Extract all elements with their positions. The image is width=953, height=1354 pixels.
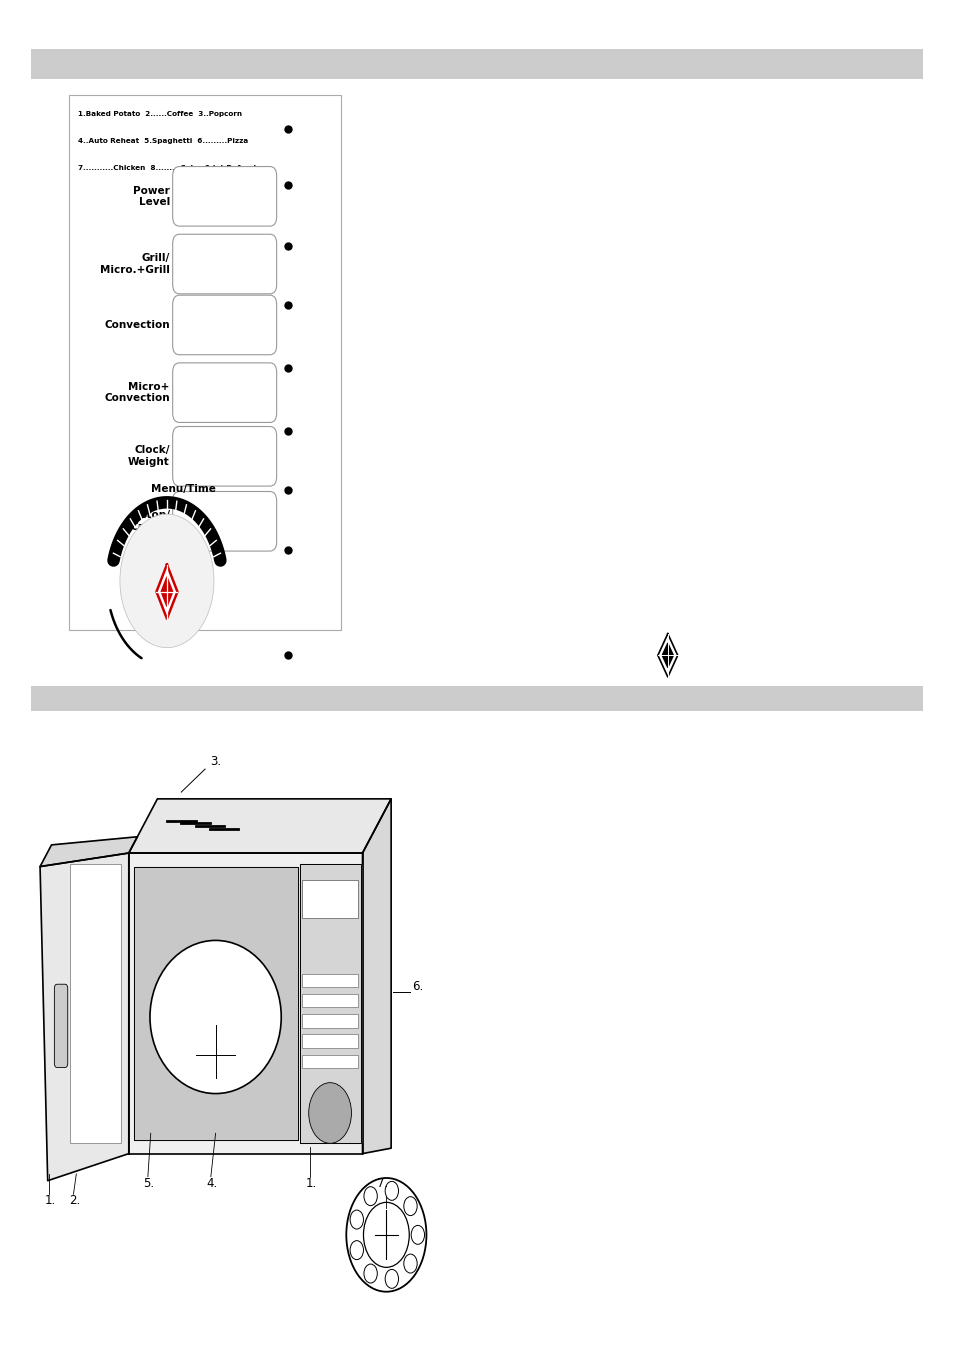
- Circle shape: [350, 1210, 363, 1229]
- Text: 6.: 6.: [412, 980, 423, 992]
- Polygon shape: [658, 634, 677, 677]
- Text: 3.: 3.: [210, 756, 221, 768]
- Ellipse shape: [150, 941, 281, 1094]
- Circle shape: [120, 515, 213, 647]
- Text: 1.: 1.: [45, 1194, 56, 1206]
- FancyBboxPatch shape: [172, 295, 276, 355]
- FancyBboxPatch shape: [31, 686, 922, 711]
- FancyBboxPatch shape: [70, 864, 121, 1143]
- FancyBboxPatch shape: [172, 167, 276, 226]
- Text: 4.: 4.: [206, 1178, 217, 1190]
- FancyBboxPatch shape: [302, 994, 357, 1007]
- Polygon shape: [40, 837, 137, 867]
- Circle shape: [364, 1265, 376, 1284]
- Text: Grill/
Micro.+Grill: Grill/ Micro.+Grill: [100, 253, 170, 275]
- Circle shape: [403, 1197, 416, 1216]
- FancyBboxPatch shape: [302, 880, 357, 918]
- Text: Convection: Convection: [104, 320, 170, 330]
- Polygon shape: [362, 799, 391, 1154]
- Text: 5.: 5.: [143, 1178, 154, 1190]
- FancyBboxPatch shape: [69, 95, 340, 630]
- Polygon shape: [40, 853, 129, 1181]
- Text: Micro+
Convection: Micro+ Convection: [104, 382, 170, 403]
- Text: Menu/Time: Menu/Time: [151, 485, 215, 494]
- FancyBboxPatch shape: [172, 492, 276, 551]
- Text: 7.: 7.: [376, 1178, 388, 1190]
- FancyBboxPatch shape: [302, 1055, 357, 1068]
- FancyBboxPatch shape: [54, 984, 68, 1067]
- Text: 1.Baked Potato  2......Coffee  3..Popcorn: 1.Baked Potato 2......Coffee 3..Popcorn: [78, 111, 242, 116]
- FancyBboxPatch shape: [172, 234, 276, 294]
- FancyBboxPatch shape: [31, 49, 922, 79]
- Polygon shape: [299, 864, 360, 1143]
- Text: 4..Auto Reheat  5.Spaghetti  6.........Pizza: 4..Auto Reheat 5.Spaghetti 6.........Piz…: [78, 138, 248, 144]
- Circle shape: [309, 1083, 351, 1143]
- Polygon shape: [156, 565, 177, 619]
- Polygon shape: [661, 643, 673, 668]
- Text: 2.: 2.: [69, 1194, 80, 1206]
- FancyBboxPatch shape: [302, 1014, 357, 1028]
- Text: Clock/
Weight: Clock/ Weight: [128, 445, 170, 467]
- Polygon shape: [161, 577, 172, 607]
- Text: Power
Level: Power Level: [132, 185, 170, 207]
- Polygon shape: [129, 799, 391, 853]
- FancyBboxPatch shape: [172, 363, 276, 422]
- Circle shape: [385, 1269, 398, 1288]
- Circle shape: [403, 1254, 416, 1273]
- FancyBboxPatch shape: [172, 427, 276, 486]
- Circle shape: [350, 1240, 363, 1259]
- FancyBboxPatch shape: [302, 1034, 357, 1048]
- Circle shape: [411, 1225, 424, 1244]
- FancyBboxPatch shape: [302, 974, 357, 987]
- Circle shape: [385, 1182, 398, 1201]
- Circle shape: [364, 1186, 376, 1205]
- Text: Stop/
Cancel: Stop/ Cancel: [131, 510, 170, 532]
- Text: 1.: 1.: [305, 1178, 316, 1190]
- Text: 7...........Chicken  8.........Cake  9.Jet Defrost: 7...........Chicken 8.........Cake 9.Jet…: [78, 165, 257, 171]
- Polygon shape: [133, 867, 297, 1140]
- Polygon shape: [129, 853, 362, 1154]
